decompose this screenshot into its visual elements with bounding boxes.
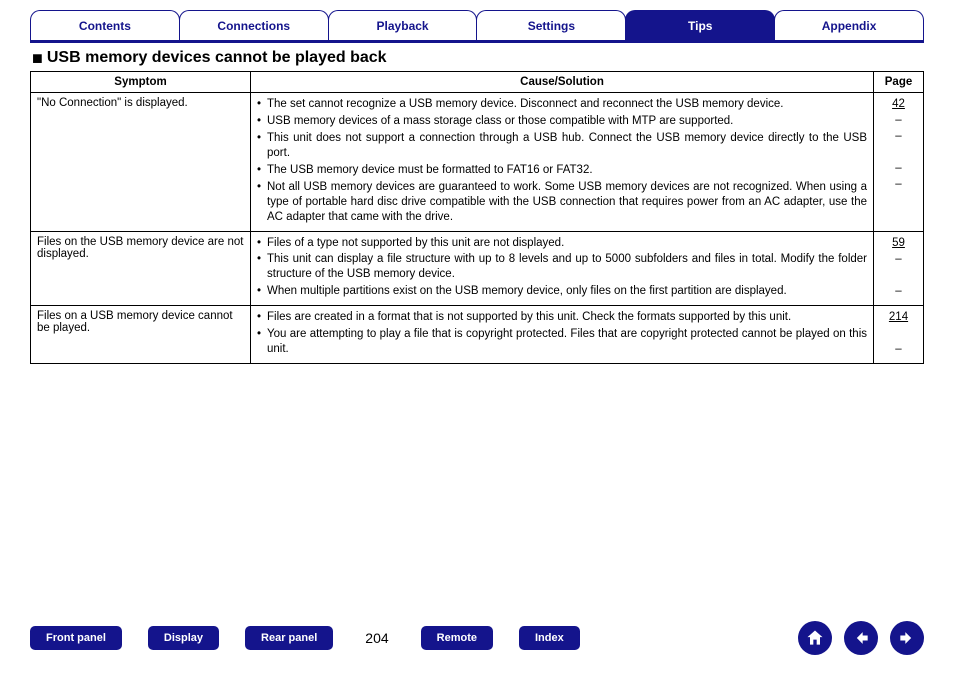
page-cell: 214 – [874, 306, 924, 364]
page-ref: – [895, 113, 901, 128]
page-ref: – [895, 129, 901, 144]
cause-cell: Files are created in a format that is no… [251, 306, 874, 364]
col-page-header: Page [874, 72, 924, 93]
next-button[interactable] [890, 621, 924, 655]
home-button[interactable] [798, 621, 832, 655]
page-ref: – [895, 177, 901, 192]
cause-item: USB memory devices of a mass storage cla… [257, 114, 867, 129]
page-ref: – [895, 284, 901, 299]
tab-label: Playback [377, 19, 429, 33]
tab-underline [30, 40, 924, 43]
cause-cell: The set cannot recognize a USB memory de… [251, 93, 874, 232]
table-row: Files on the USB memory device are not d… [31, 231, 924, 306]
page-ref-link[interactable]: 42 [892, 97, 905, 112]
arrow-right-icon [897, 628, 917, 648]
heading-text: USB memory devices cannot be played back [47, 49, 387, 67]
cause-item: The set cannot recognize a USB memory de… [257, 97, 867, 112]
cause-item: Files are created in a format that is no… [257, 310, 867, 325]
nav-circle-group [798, 621, 924, 655]
troubleshoot-table: Symptom Cause/Solution Page "No Connecti… [30, 71, 924, 364]
tab-label: Contents [79, 19, 131, 33]
index-button[interactable]: Index [519, 626, 580, 650]
symptom-cell: "No Connection" is displayed. [31, 93, 251, 232]
page-number: 204 [365, 630, 388, 646]
table-header-row: Symptom Cause/Solution Page [31, 72, 924, 93]
remote-button[interactable]: Remote [421, 626, 493, 650]
cause-item: Not all USB memory devices are guarantee… [257, 180, 867, 225]
front-panel-button[interactable]: Front panel [30, 626, 122, 650]
page-ref: – [895, 342, 901, 357]
arrow-left-icon [851, 628, 871, 648]
cause-item: This unit can display a file structure w… [257, 252, 867, 282]
footer-bar: Front panel Display Rear panel 204 Remot… [0, 621, 954, 655]
tab-tips[interactable]: Tips [625, 10, 775, 40]
tab-settings[interactable]: Settings [476, 10, 626, 40]
table-row: "No Connection" is displayed. The set ca… [31, 93, 924, 232]
tab-playback[interactable]: Playback [328, 10, 478, 40]
table-row: Files on a USB memory device cannot be p… [31, 306, 924, 364]
col-symptom-header: Symptom [31, 72, 251, 93]
home-icon [805, 628, 825, 648]
page-ref-link[interactable]: 214 [889, 310, 908, 325]
tab-connections[interactable]: Connections [179, 10, 329, 40]
tab-label: Settings [528, 19, 575, 33]
tab-label: Appendix [822, 19, 877, 33]
tab-label: Tips [688, 19, 712, 33]
symptom-cell: Files on the USB memory device are not d… [31, 231, 251, 306]
page-ref: – [895, 161, 901, 176]
cause-item: Files of a type not supported by this un… [257, 236, 867, 251]
symptom-cell: Files on a USB memory device cannot be p… [31, 306, 251, 364]
prev-button[interactable] [844, 621, 878, 655]
section-heading: ■ USB memory devices cannot be played ba… [32, 49, 924, 67]
cause-item: When multiple partitions exist on the US… [257, 284, 867, 299]
page-cell: 59 – – [874, 231, 924, 306]
rear-panel-button[interactable]: Rear panel [245, 626, 333, 650]
tab-appendix[interactable]: Appendix [774, 10, 924, 40]
page-ref-link[interactable]: 59 [892, 236, 905, 251]
page-cell: 42 – – – – [874, 93, 924, 232]
page-ref: – [895, 252, 901, 267]
tab-contents[interactable]: Contents [30, 10, 180, 40]
cause-item: This unit does not support a connection … [257, 131, 867, 161]
cause-item: You are attempting to play a file that i… [257, 327, 867, 357]
col-cause-header: Cause/Solution [251, 72, 874, 93]
heading-bullet-icon: ■ [32, 49, 43, 67]
top-tabs: Contents Connections Playback Settings T… [30, 10, 924, 40]
cause-cell: Files of a type not supported by this un… [251, 231, 874, 306]
cause-item: The USB memory device must be formatted … [257, 163, 867, 178]
tab-label: Connections [217, 19, 290, 33]
display-button[interactable]: Display [148, 626, 219, 650]
